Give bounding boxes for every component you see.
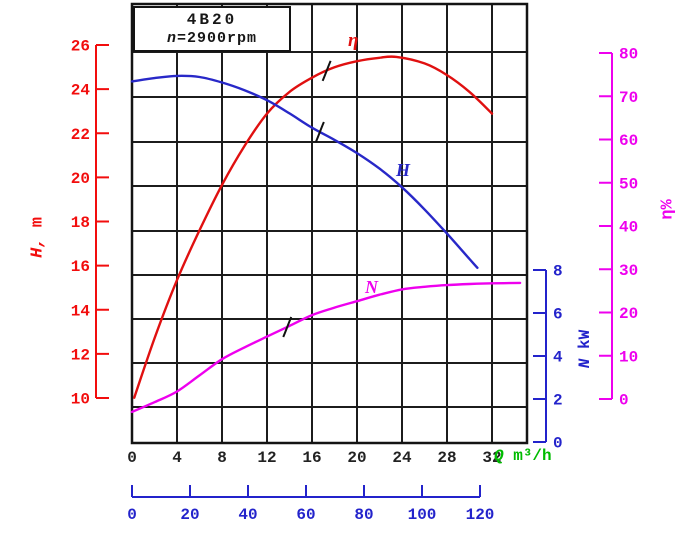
rated-point-mark: [321, 60, 332, 82]
svg-text:32: 32: [482, 449, 501, 467]
svg-text:0: 0: [127, 449, 137, 467]
svg-text:8: 8: [217, 449, 227, 467]
svg-text:28: 28: [437, 449, 456, 467]
pump-speed: n=2900rpm: [166, 29, 258, 47]
rated-point-mark: [314, 121, 325, 143]
svg-text:60: 60: [619, 132, 638, 150]
svg-text:20: 20: [619, 305, 638, 323]
efficiency-curve: [133, 55, 494, 399]
svg-text:26: 26: [71, 38, 90, 56]
rated-point-mark: [282, 316, 293, 338]
svg-text:100: 100: [408, 506, 437, 524]
title-box: 4B20 n=2900rpm: [133, 6, 291, 52]
svg-text:80: 80: [354, 506, 373, 524]
efficiency-axis-label: η%: [658, 199, 678, 220]
flow-axis-secondary: 0 20 40 60 80 100 120: [127, 485, 494, 524]
svg-text:30: 30: [619, 262, 638, 280]
plot-grid: [130, 2, 529, 445]
power-axis: 8 6 4 2 0: [533, 263, 563, 453]
flow-axis-label: Q m³/h: [494, 447, 552, 465]
power-curve: [130, 281, 522, 414]
power-axis-label: N kW: [576, 329, 594, 369]
svg-text:2: 2: [553, 392, 563, 410]
svg-text:60: 60: [296, 506, 315, 524]
svg-text:12: 12: [257, 449, 276, 467]
power-curve-label: N: [365, 277, 378, 297]
svg-text:6: 6: [553, 306, 563, 324]
svg-text:0: 0: [127, 506, 137, 524]
svg-text:8: 8: [553, 263, 563, 281]
svg-text:22: 22: [71, 126, 90, 144]
head-curve: [130, 74, 479, 269]
svg-text:0: 0: [619, 392, 629, 410]
svg-text:40: 40: [238, 506, 257, 524]
efficiency-curve-label: η: [348, 30, 359, 51]
svg-text:20: 20: [347, 449, 366, 467]
svg-text:24: 24: [392, 449, 412, 467]
head-axis: 26 24 22 20 18 16 14 12 10: [71, 38, 109, 409]
svg-text:80: 80: [619, 46, 638, 64]
svg-text:70: 70: [619, 89, 638, 107]
svg-text:16: 16: [302, 449, 321, 467]
head-axis-label: H, m: [28, 217, 48, 258]
flow-axis: 0 4 8 12 16 20 24 28 32: [127, 449, 501, 467]
svg-text:20: 20: [180, 506, 199, 524]
svg-text:24: 24: [71, 82, 91, 100]
svg-text:12: 12: [71, 346, 90, 364]
svg-text:0: 0: [553, 435, 563, 453]
svg-text:10: 10: [619, 348, 638, 366]
svg-text:18: 18: [71, 214, 90, 232]
efficiency-axis: 80 70 60 50 40 30 20 10 0: [599, 46, 638, 410]
pump-model: 4B20: [186, 10, 238, 29]
svg-text:4: 4: [172, 449, 182, 467]
head-curve-label: H: [396, 160, 411, 180]
svg-text:120: 120: [466, 506, 495, 524]
svg-text:14: 14: [71, 302, 91, 320]
svg-text:4: 4: [553, 349, 563, 367]
svg-text:16: 16: [71, 258, 90, 276]
svg-text:40: 40: [619, 219, 638, 237]
svg-text:20: 20: [71, 170, 90, 188]
svg-text:10: 10: [71, 391, 90, 409]
svg-text:50: 50: [619, 175, 638, 193]
